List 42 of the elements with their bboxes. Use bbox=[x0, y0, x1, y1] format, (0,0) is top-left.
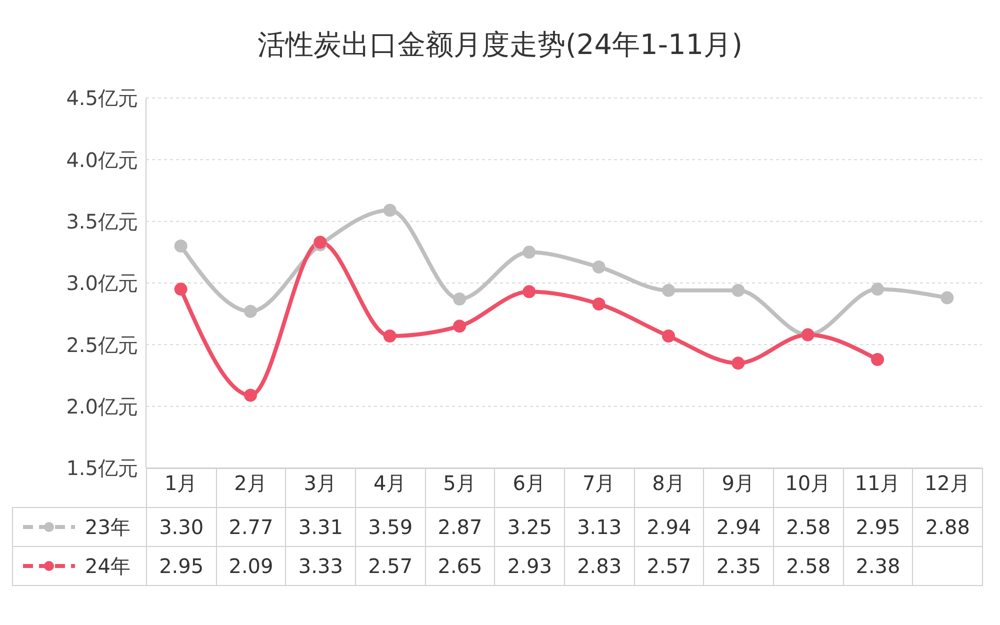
point bbox=[453, 292, 466, 306]
point bbox=[383, 330, 396, 343]
x-tick-label: 12月 bbox=[924, 471, 970, 496]
y-tick-label: 2.0亿元 bbox=[66, 394, 138, 418]
point bbox=[592, 260, 606, 274]
x-tick-label: 11月 bbox=[854, 471, 900, 496]
x-tick-label: 10月 bbox=[785, 471, 831, 496]
point bbox=[244, 388, 257, 402]
point bbox=[522, 246, 536, 259]
y-tick-label: 2.5亿元 bbox=[66, 332, 138, 357]
point bbox=[592, 297, 606, 310]
x-tick-label: 4月 bbox=[373, 471, 406, 496]
x-tick-label: 3月 bbox=[304, 471, 337, 496]
point bbox=[383, 204, 396, 217]
point bbox=[314, 236, 327, 249]
point bbox=[662, 284, 675, 297]
x-tick-label: 9月 bbox=[722, 471, 755, 496]
point bbox=[940, 291, 954, 304]
y-tick-label: 3.0亿元 bbox=[66, 271, 138, 296]
point bbox=[662, 330, 675, 343]
x-tick-label: 5月 bbox=[443, 471, 476, 496]
x-tick-label: 8月 bbox=[652, 471, 685, 496]
x-tick-label: 6月 bbox=[512, 471, 546, 496]
point bbox=[174, 240, 188, 252]
point bbox=[453, 320, 466, 333]
y-tick-label: 3.5亿元 bbox=[66, 209, 138, 234]
point bbox=[522, 285, 536, 298]
x-tick-label: 7月 bbox=[582, 471, 616, 496]
y-tick-label: 4.0亿元 bbox=[66, 148, 138, 172]
point bbox=[732, 284, 745, 297]
legend-label: 23年 bbox=[85, 514, 130, 540]
y-tick-label: 1.5亿元 bbox=[66, 456, 138, 480]
x-tick-label: 1月 bbox=[164, 471, 198, 496]
legend-label: 24年 bbox=[85, 552, 130, 580]
point bbox=[871, 282, 884, 296]
chart-title: 活性炭出口金额月度走势(24年1-11月) bbox=[256, 27, 744, 63]
x-tick-label: 2月 bbox=[234, 471, 267, 496]
point bbox=[732, 356, 745, 370]
point bbox=[871, 352, 884, 366]
point bbox=[174, 282, 188, 296]
point bbox=[244, 304, 257, 318]
y-tick-label: 4.5亿元 bbox=[66, 86, 138, 110]
